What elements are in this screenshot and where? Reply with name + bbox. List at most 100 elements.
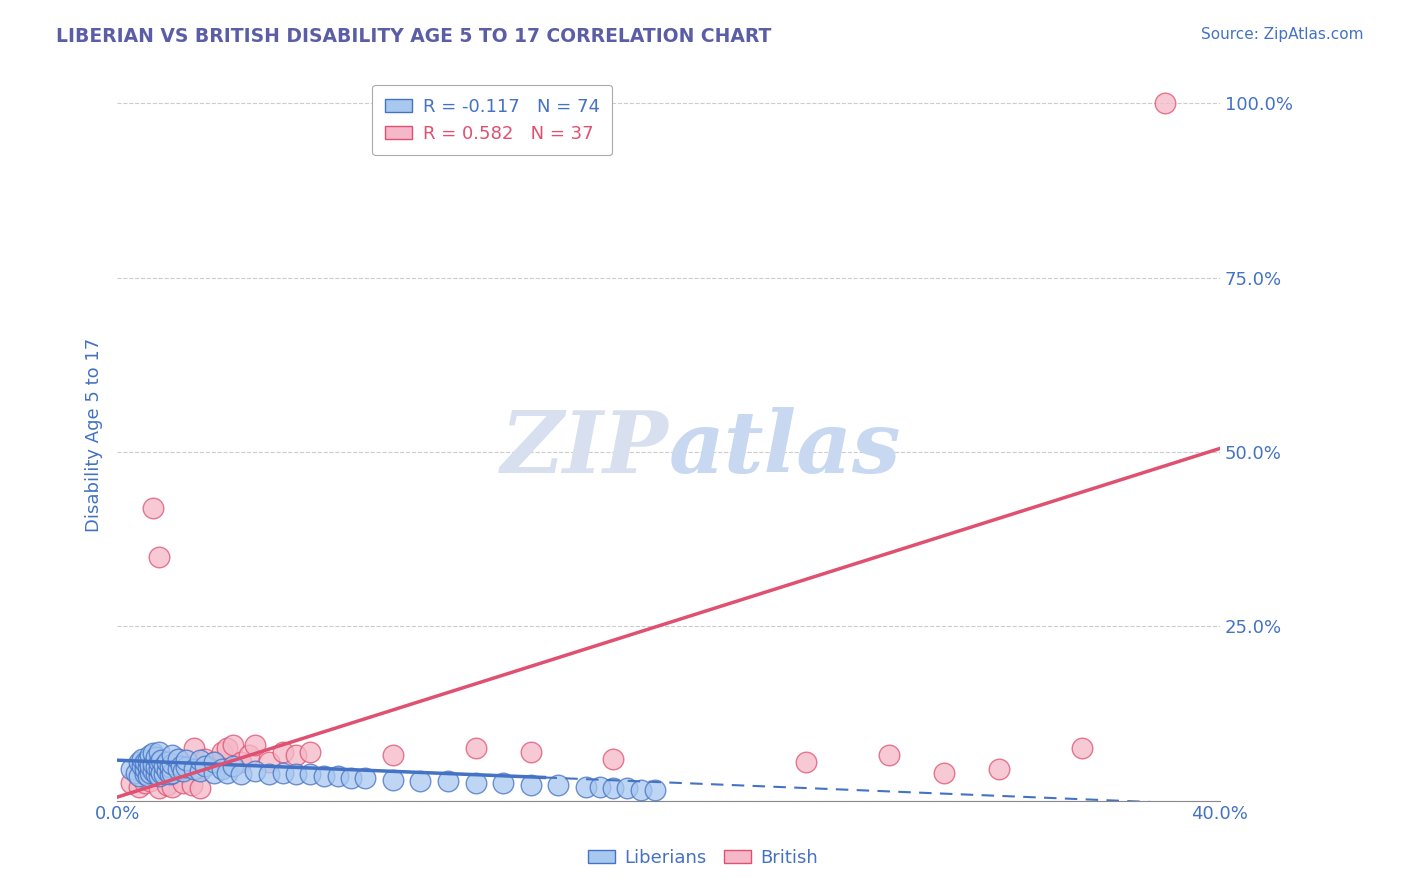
Point — [159, 767, 181, 781]
Point — [602, 780, 624, 795]
Point — [150, 765, 173, 780]
Point — [142, 500, 165, 515]
Point — [169, 758, 191, 772]
Point — [148, 769, 170, 783]
Point — [243, 738, 266, 752]
Point — [222, 738, 245, 752]
Point — [162, 748, 184, 763]
Point — [381, 772, 404, 787]
Point — [932, 765, 955, 780]
Point — [299, 767, 322, 781]
Point — [602, 752, 624, 766]
Point — [128, 769, 150, 783]
Point — [616, 780, 638, 795]
Point — [183, 762, 205, 776]
Point — [211, 745, 233, 759]
Point — [162, 757, 184, 772]
Point — [257, 756, 280, 770]
Point — [231, 756, 253, 770]
Point — [194, 758, 217, 772]
Point — [142, 746, 165, 760]
Point — [145, 760, 167, 774]
Text: atlas: atlas — [668, 408, 901, 491]
Point — [222, 758, 245, 772]
Point — [136, 760, 159, 774]
Point — [172, 764, 194, 779]
Point — [547, 778, 569, 792]
Point — [217, 741, 239, 756]
Point — [142, 757, 165, 772]
Point — [166, 762, 188, 776]
Point — [1153, 96, 1175, 111]
Point — [134, 776, 156, 790]
Point — [257, 767, 280, 781]
Text: ZIP: ZIP — [501, 408, 668, 491]
Point — [202, 756, 225, 770]
Point — [794, 756, 817, 770]
Point — [464, 776, 486, 790]
Point — [153, 767, 176, 781]
Point — [139, 765, 162, 780]
Point — [492, 776, 515, 790]
Point — [150, 753, 173, 767]
Point — [217, 765, 239, 780]
Point — [134, 767, 156, 781]
Point — [644, 783, 666, 797]
Point — [588, 780, 610, 794]
Point — [188, 753, 211, 767]
Point — [630, 783, 652, 797]
Point — [285, 748, 308, 763]
Point — [437, 774, 460, 789]
Point — [162, 765, 184, 780]
Point — [153, 758, 176, 772]
Point — [142, 764, 165, 779]
Point — [211, 762, 233, 776]
Text: Source: ZipAtlas.com: Source: ZipAtlas.com — [1201, 27, 1364, 42]
Point — [1070, 741, 1092, 756]
Point — [156, 778, 179, 792]
Point — [464, 741, 486, 756]
Point — [128, 756, 150, 770]
Point — [148, 762, 170, 776]
Point — [159, 760, 181, 774]
Point — [145, 750, 167, 764]
Point — [340, 771, 363, 785]
Point — [125, 765, 148, 780]
Point — [172, 776, 194, 790]
Point — [202, 765, 225, 780]
Point — [194, 752, 217, 766]
Point — [166, 752, 188, 766]
Point — [312, 769, 335, 783]
Legend: R = -0.117   N = 74, R = 0.582   N = 37: R = -0.117 N = 74, R = 0.582 N = 37 — [373, 85, 612, 155]
Point — [145, 767, 167, 781]
Point — [139, 758, 162, 772]
Point — [156, 764, 179, 779]
Point — [131, 752, 153, 766]
Point — [136, 769, 159, 783]
Point — [243, 764, 266, 779]
Point — [381, 748, 404, 763]
Point — [409, 774, 432, 789]
Point — [148, 549, 170, 564]
Point — [156, 756, 179, 770]
Y-axis label: Disability Age 5 to 17: Disability Age 5 to 17 — [86, 337, 103, 532]
Point — [188, 780, 211, 795]
Point — [128, 780, 150, 794]
Point — [148, 745, 170, 759]
Point — [120, 776, 142, 790]
Point — [139, 748, 162, 763]
Legend: Liberians, British: Liberians, British — [581, 842, 825, 874]
Point — [188, 764, 211, 779]
Point — [134, 756, 156, 770]
Point — [180, 778, 202, 792]
Point — [131, 758, 153, 772]
Point — [183, 741, 205, 756]
Point — [988, 762, 1011, 776]
Point — [174, 753, 197, 767]
Point — [174, 760, 197, 774]
Text: LIBERIAN VS BRITISH DISABILITY AGE 5 TO 17 CORRELATION CHART: LIBERIAN VS BRITISH DISABILITY AGE 5 TO … — [56, 27, 772, 45]
Point — [299, 745, 322, 759]
Point — [519, 745, 541, 759]
Point — [238, 748, 260, 763]
Point — [162, 780, 184, 794]
